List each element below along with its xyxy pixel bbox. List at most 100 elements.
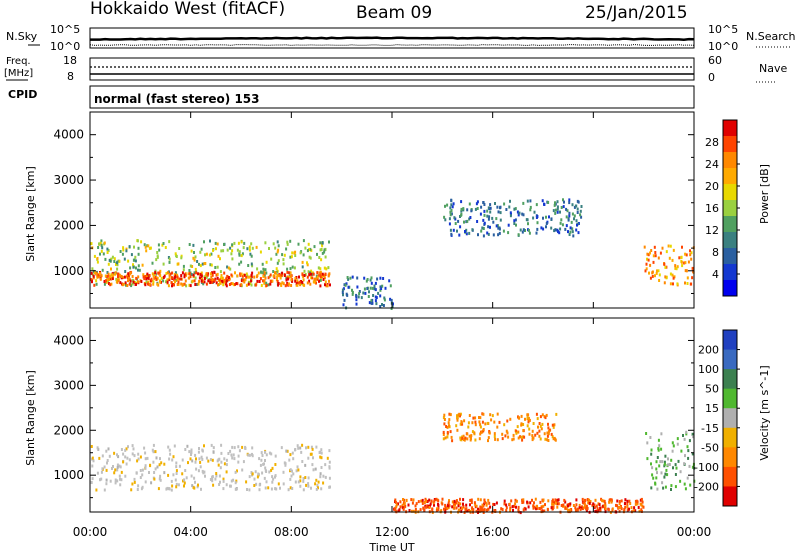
- power-cell: [219, 257, 221, 261]
- velocity-cell: [114, 478, 117, 482]
- velocity-cell: [664, 472, 667, 476]
- velocity-cell: [304, 463, 307, 467]
- power-cell: [311, 272, 314, 276]
- power-cell: [306, 249, 309, 253]
- power-cell: [486, 209, 489, 213]
- velocity-cell: [550, 432, 553, 436]
- velocity-cell: [258, 483, 261, 487]
- velocity-cell: [447, 501, 450, 505]
- power-cell: [117, 272, 120, 276]
- velocity-cell: [473, 501, 476, 505]
- power-cb-swatch-10: [723, 280, 737, 297]
- power-cell: [476, 200, 479, 204]
- power-cell: [298, 275, 300, 279]
- velocity-cell: [554, 498, 557, 502]
- power-cell: [108, 278, 111, 281]
- power-cell: [209, 263, 212, 267]
- velocity-cell: [218, 457, 221, 461]
- power-cell: [259, 277, 262, 281]
- velocity-cell: [148, 471, 150, 474]
- power-cell: [199, 264, 202, 268]
- power-cell: [464, 230, 466, 233]
- power-cell: [240, 240, 243, 244]
- power-cell: [321, 241, 324, 245]
- velocity-cell: [479, 425, 482, 429]
- power-cell: [476, 207, 479, 210]
- velocity-cell: [131, 482, 134, 486]
- velocity-cell: [522, 423, 525, 426]
- velocity-cell: [394, 498, 397, 502]
- velocity-cell: [451, 439, 454, 443]
- velocity-cell: [564, 506, 567, 510]
- power-cell: [146, 272, 149, 276]
- power-cell: [240, 283, 243, 287]
- velocity-cell: [575, 503, 578, 507]
- power-cell: [203, 277, 206, 280]
- power-cell: [126, 284, 129, 287]
- power-cell: [674, 264, 677, 268]
- power-cell: [168, 257, 171, 261]
- velocity-cell: [215, 474, 218, 478]
- xtick-label-1: 04:00: [173, 525, 208, 539]
- power-cell: [645, 267, 648, 271]
- power-cell: [480, 205, 483, 209]
- velocity-cell: [310, 445, 313, 449]
- power-cell: [570, 220, 573, 224]
- velocity-cell: [462, 498, 465, 502]
- velocity-cell: [127, 445, 129, 449]
- velocity-cb-frame: [722, 329, 738, 507]
- velocity-cell: [510, 499, 513, 503]
- velocity-cell: [675, 466, 678, 470]
- velocity-cell: [674, 473, 677, 476]
- velocity-cell: [509, 508, 512, 512]
- velocity-cell: [552, 437, 555, 441]
- velocity-cell: [109, 479, 112, 483]
- power-cell: [482, 218, 485, 222]
- power-cell: [159, 280, 162, 284]
- velocity-cb-label-1: 100: [698, 363, 719, 376]
- power-cell: [382, 277, 385, 280]
- velocity-cell: [307, 482, 310, 486]
- velocity-cell: [634, 502, 637, 506]
- velocity-cell: [122, 460, 125, 464]
- velocity-cell: [671, 441, 674, 445]
- power-cell: [245, 272, 248, 276]
- power-cell: [556, 207, 559, 211]
- velocity-cell: [547, 439, 550, 442]
- velocity-cell: [209, 458, 212, 462]
- power-cell: [650, 249, 653, 252]
- power-cell: [205, 272, 208, 276]
- power-cell: [342, 303, 345, 307]
- velocity-cell: [601, 499, 604, 503]
- velocity-cell: [641, 500, 644, 504]
- power-cell: [564, 227, 567, 231]
- power-cell: [249, 252, 252, 256]
- power-cell: [137, 264, 140, 268]
- velocity-cell: [126, 456, 129, 460]
- power-cell: [443, 215, 446, 219]
- power-cell: [249, 282, 252, 285]
- velocity-cell: [572, 504, 575, 507]
- power-cell: [308, 279, 311, 283]
- velocity-cell: [670, 484, 673, 488]
- velocity-cell: [531, 498, 533, 502]
- power-cell: [277, 244, 280, 248]
- velocity-cell: [478, 437, 481, 441]
- power-cell: [327, 266, 330, 270]
- velocity-cell: [504, 434, 507, 438]
- power-cell: [263, 271, 266, 275]
- velocity-cell: [328, 476, 331, 480]
- velocity-cell: [459, 506, 462, 510]
- power-cell: [389, 297, 392, 301]
- xtick-label-3: 12:00: [375, 525, 410, 539]
- power-cell: [358, 292, 361, 296]
- velocity-cell: [211, 479, 214, 483]
- noise-right-tick-bottom: 10^0: [708, 40, 738, 53]
- power-cell: [566, 209, 569, 213]
- velocity-cell: [265, 480, 268, 484]
- power-cell: [324, 273, 327, 276]
- velocity-cell: [576, 508, 579, 512]
- power-cell: [193, 251, 195, 254]
- velocity-cell: [619, 506, 622, 509]
- power-cell: [201, 262, 204, 266]
